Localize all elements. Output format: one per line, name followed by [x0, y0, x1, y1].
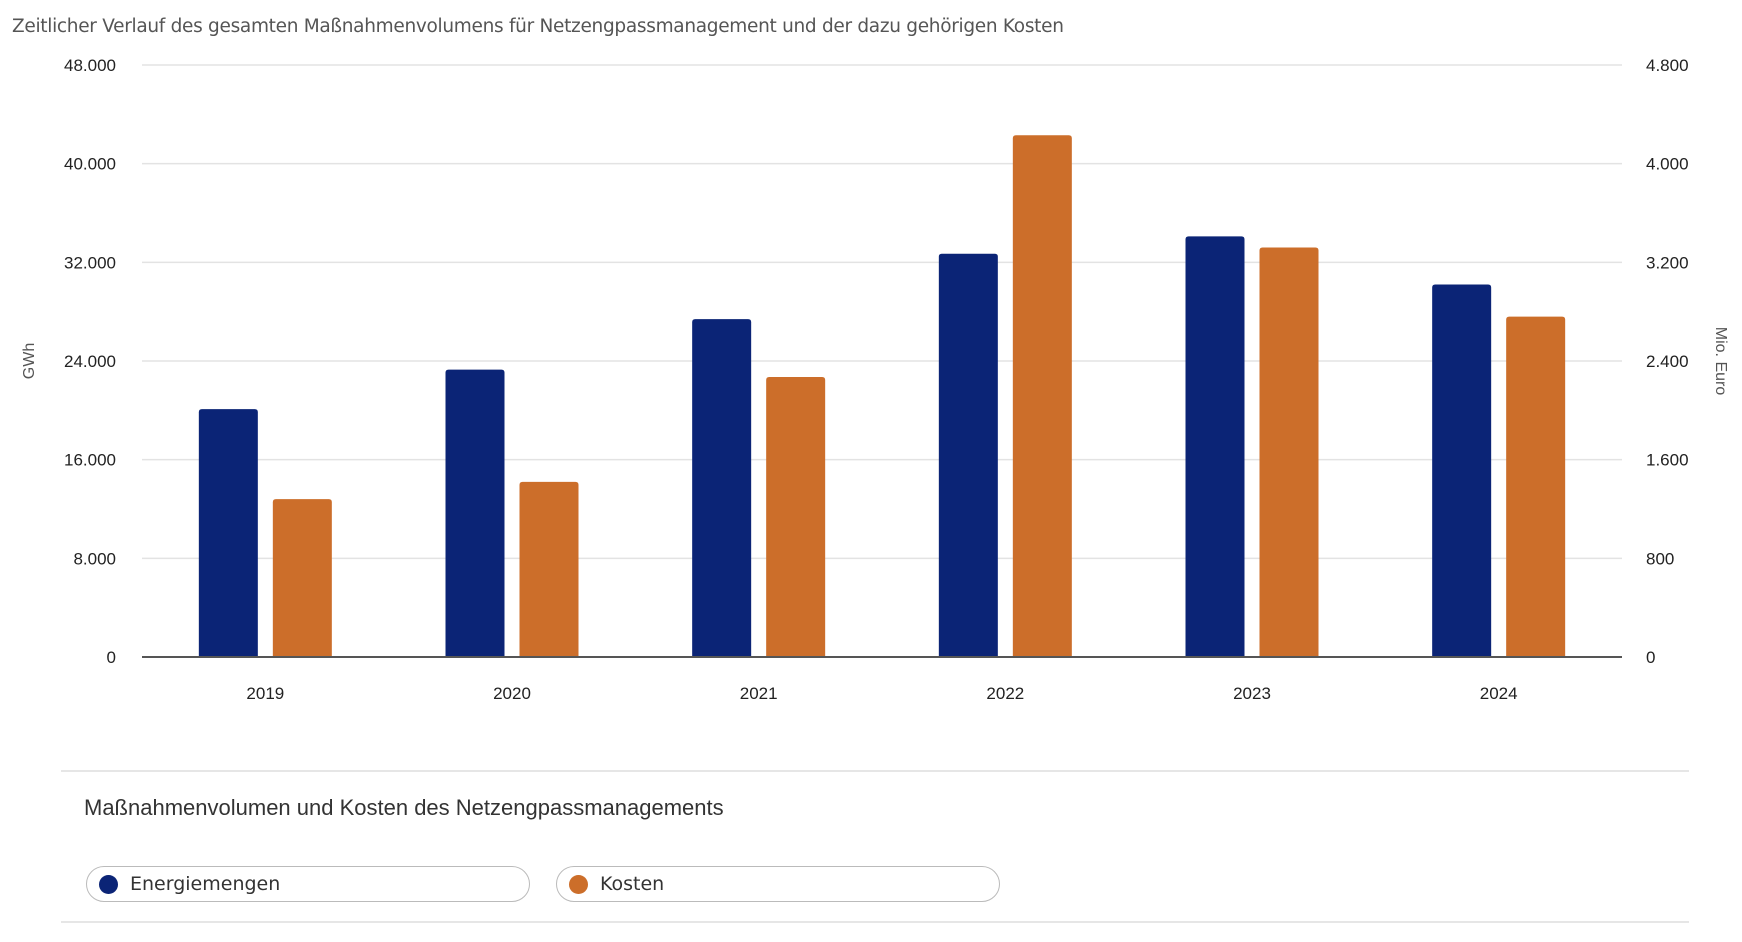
- y-tick-left: 32.000: [64, 253, 116, 272]
- y-tick-right: 800: [1646, 549, 1674, 568]
- y-tick-right: 4.000: [1646, 155, 1689, 174]
- legend-item-energiemengen[interactable]: Energiemengen: [86, 866, 530, 902]
- bar-kosten-2020: [519, 481, 579, 657]
- bar-energiemengen-2020: [445, 369, 505, 657]
- x-tick-label: 2023: [1233, 684, 1271, 703]
- y-tick-left: 16.000: [64, 451, 116, 470]
- x-tick-label: 2024: [1480, 684, 1518, 703]
- x-tick-label: 2022: [986, 684, 1024, 703]
- x-tick-label: 2021: [740, 684, 778, 703]
- legend-title: Maßnahmenvolumen und Kosten des Netzengp…: [84, 795, 724, 820]
- y-tick-right: 3.200: [1646, 253, 1689, 272]
- x-tick-label: 2019: [246, 684, 284, 703]
- legend-divider-top: [61, 770, 1689, 772]
- bar-chart: 0 0 8.000 800 16.000 1.600 24.000 2.400 32.000 3.…: [21, 56, 1729, 703]
- legend-dot-kosten: [569, 874, 588, 894]
- y-tick-left: 8.000: [73, 549, 116, 568]
- y-tick-right: 1.600: [1646, 451, 1689, 470]
- chart-title: Zeitlicher Verlauf des gesamten Maßnahme…: [12, 16, 1064, 37]
- y-axis-label-right: Mio. Euro: [1712, 327, 1729, 396]
- y-tick-left: 48.000: [64, 56, 116, 75]
- bar-energiemengen-2023: [1185, 236, 1245, 657]
- legend-item-kosten[interactable]: Kosten: [556, 866, 1000, 902]
- bar-kosten-2023: [1259, 247, 1319, 658]
- y-tick-left: 24.000: [64, 352, 116, 371]
- legend-label: Energiemengen: [130, 873, 281, 895]
- legend-dot-energiemengen: [99, 874, 118, 894]
- y-tick-right: 0: [1646, 648, 1655, 667]
- y-tick-left: 40.000: [64, 155, 116, 174]
- legend-divider-bottom: [61, 921, 1689, 923]
- bar-kosten-2022: [1012, 135, 1072, 658]
- y-tick-right: 2.400: [1646, 352, 1689, 371]
- bar-kosten-2024: [1506, 316, 1566, 657]
- y-tick-right: 4.800: [1646, 56, 1689, 75]
- y-tick-left: 0: [107, 648, 116, 667]
- bar-energiemengen-2024: [1432, 284, 1492, 657]
- bar-kosten-2021: [766, 377, 826, 657]
- bar-kosten-2019: [272, 499, 332, 657]
- bar-energiemengen-2021: [692, 319, 752, 657]
- bar-energiemengen-2019: [198, 409, 258, 657]
- bar-energiemengen-2022: [938, 253, 998, 657]
- y-axis-label-left: GWh: [21, 343, 38, 379]
- legend-label: Kosten: [600, 873, 665, 895]
- x-tick-label: 2020: [493, 684, 531, 703]
